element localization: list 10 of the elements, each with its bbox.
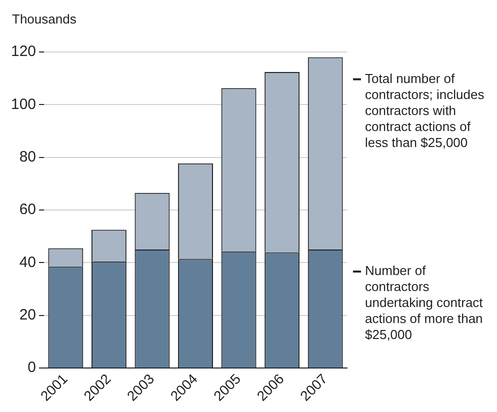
y-tick-label: 0 [28,359,36,376]
y-tick-label: 60 [19,201,36,218]
y-tick-label: 120 [10,43,36,60]
y-axis-title: Thousands [12,12,77,27]
y-tick-label: 80 [19,148,36,166]
y-tick-label: 40 [19,254,36,271]
y-tick-label: 20 [19,306,36,324]
y-tick-label: 100 [10,96,36,113]
series-label: Total number of contractors; includes contractors with contract actions of less than $25,000 [365,70,485,150]
series-label: Number of contractors undertaking contract actions of more than $25,000 [365,263,484,342]
